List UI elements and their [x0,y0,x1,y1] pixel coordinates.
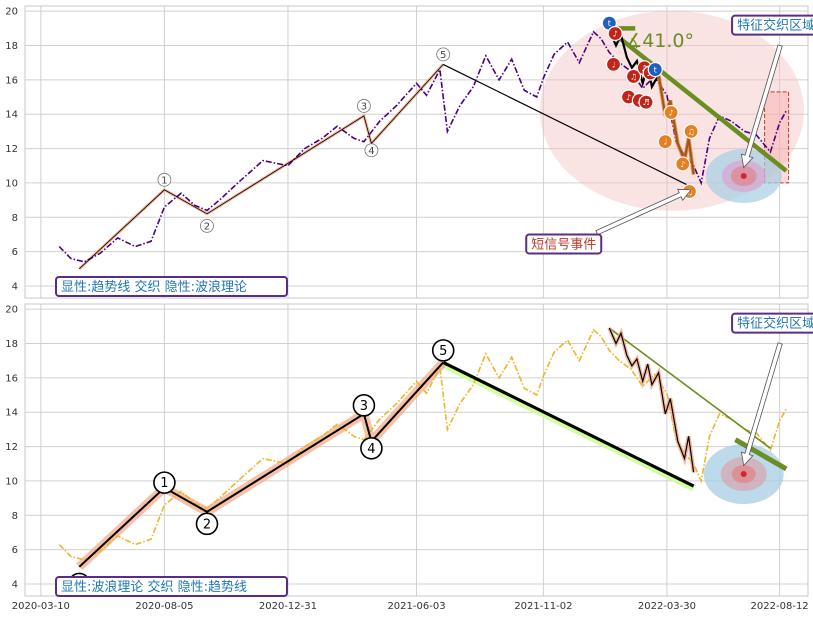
y-tick-label: 8 [12,511,18,522]
signal-marker-label: ♪ [626,93,631,102]
wave-label: 3 [361,101,367,112]
top-chart-panel: 468101214161820t♪♩♫♫♬t♪♪♬♪♩♫♪♫012345∡41.… [5,5,813,299]
wave-label: 3 [360,399,368,414]
signal-marker-label: ♩ [663,138,667,147]
plot-frame [24,5,809,299]
angle-label: ∡41.0° [625,30,694,52]
annotation-arrow-signal [595,188,692,236]
zone-center-dot [740,471,747,478]
y-tick-label: 6 [12,247,18,258]
wave-band [76,359,447,571]
annotation-signal-text: 短信号事件 [531,237,596,252]
signal-marker-label: ♪ [680,160,685,169]
x-tick-label: 2020-03-10 [12,601,70,612]
plot-frame [24,303,809,597]
y-tick-label: 20 [5,7,18,18]
y-tick-label: 10 [5,178,18,189]
y-tick-label: 14 [5,110,18,121]
annotation-zone-box [731,312,813,334]
wave-label-circle [195,512,219,536]
y-tick-label: 12 [5,144,18,155]
y-tick-label: 4 [12,281,18,292]
signal-marker [605,56,622,73]
annotation-signal-box [525,233,603,255]
caption-box [55,276,288,297]
wave-label: 5 [440,50,446,61]
wave-label-circle [153,471,176,494]
annotation-zone-text: 特征交织区域 [737,18,813,34]
wave-label: 2 [203,517,211,532]
y-tick-label: 6 [12,545,18,556]
wave-line [78,361,444,568]
signal-marker [647,61,663,78]
signal-marker [638,94,654,110]
signal-marker [663,104,679,121]
wave-label-circle [431,339,455,362]
wave-label-circle [200,218,214,233]
wave-label-circle [157,172,172,187]
y-tick-label: 20 [5,305,18,316]
annotation-arrow-zone [740,44,783,169]
wave-label: 5 [439,344,447,359]
wave-label-circle [360,436,383,460]
signal-marker-label: ♫ [630,72,637,81]
y-tick-label: 18 [5,339,18,350]
signal-marker [675,156,691,172]
signal-marker [683,123,699,139]
trend-line-upper-thin [608,327,771,449]
x-tick-label: 2020-08-05 [135,601,193,612]
signal-marker-label: t [654,66,657,75]
wave-label-circle [364,143,379,158]
wave-label-circle [357,99,371,113]
signal-marker-label: ♬ [642,98,649,107]
x-tick-label: 2021-11-02 [514,601,572,612]
wave-label: 1 [160,476,168,491]
y-tick-label: 10 [5,476,18,487]
y-tick-label: 8 [12,213,18,224]
trend-line-lower [442,63,694,189]
caption-text: 显性:波浪理论 交织 隐性:趋势线 [61,579,247,595]
y-tick-label: 16 [5,373,18,384]
wave-label: 4 [368,146,374,157]
trend-line-lower [442,360,695,488]
x-tick-label: 2021-06-03 [387,601,445,612]
y-tick-label: 14 [5,408,18,419]
wave-label: 4 [367,442,375,457]
zigzag-line [608,327,695,473]
signal-marker [607,25,623,42]
wave-label-circle [436,47,451,62]
wave-label: 1 [161,175,167,186]
signal-marker [625,68,642,85]
trend-band [441,361,696,492]
y-tick-label: 12 [5,442,18,453]
wave-band [78,63,445,270]
trend-line-upper-thick [734,437,788,472]
signal-marker-label: ♪ [613,29,618,38]
x-tick-label: 2022-08-12 [751,601,809,612]
caption-text: 显性:趋势线 交织 隐性:波浪理论 [61,279,247,295]
signal-marker-label: ♩ [612,60,616,69]
annotation-zone-text: 特征交织区域 [737,316,813,332]
annotation-arrow-zone [740,342,783,467]
y-tick-label: 4 [12,579,18,590]
wave-label-circle [352,394,376,417]
x-tick-label: 2022-03-30 [638,601,696,612]
zone-center-dot [740,173,747,180]
y-tick-label: 16 [5,75,18,86]
signal-marker [657,134,673,150]
signal-marker-label: t [608,19,611,28]
wave-label: 2 [204,221,210,232]
trend-line-upper [607,28,788,173]
signal-marker-label: ♫ [688,127,695,136]
y-tick-label: 18 [5,41,18,52]
x-tick-label: 2020-12-31 [259,601,317,612]
caption-box [55,576,288,597]
signal-marker-label: ♪ [669,108,674,117]
wave-line [79,64,444,270]
annotation-zone-box [731,14,813,36]
